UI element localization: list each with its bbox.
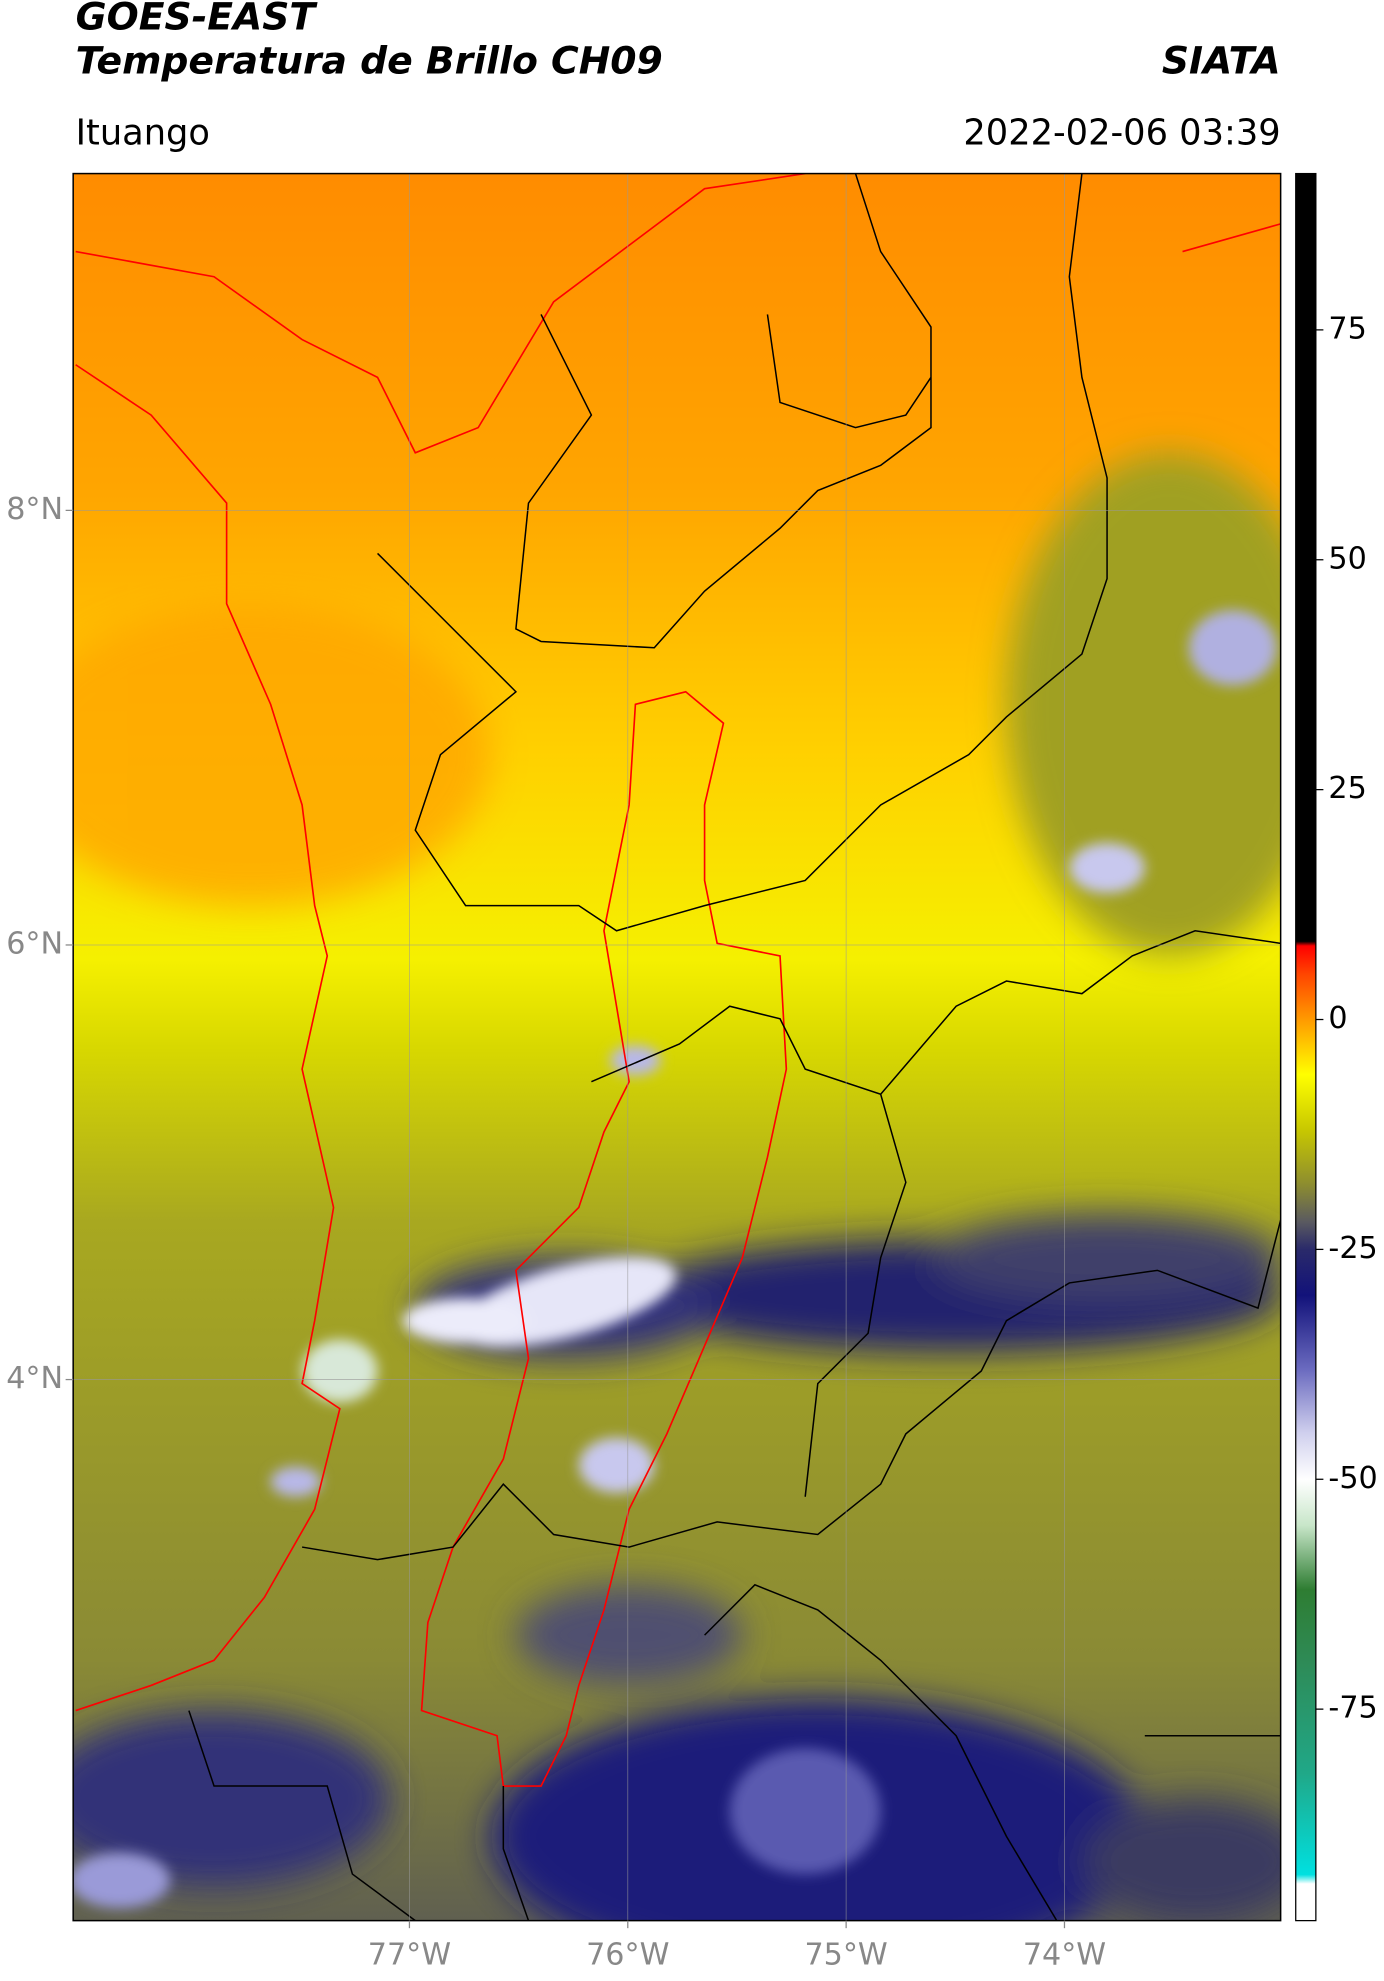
colorbar-tick-label: 75 <box>1328 311 1366 346</box>
timestamp: 2022-02-06 03:39 <box>963 113 1280 154</box>
colorbar-tick-label: 25 <box>1328 771 1366 806</box>
grid <box>73 173 1281 1921</box>
x-tick-label: 76°W <box>586 1937 669 1972</box>
chart-title: GOES-EAST <box>76 0 319 38</box>
region-label: Ituango <box>76 113 210 154</box>
colorbar-tick-label: -50 <box>1328 1461 1377 1496</box>
map-frame <box>72 172 1282 1922</box>
colorbar-tick-label: 0 <box>1328 1001 1347 1036</box>
source-label: SIATA <box>1162 38 1281 82</box>
x-tick-label: 77°W <box>368 1937 451 1972</box>
y-tick-label: 8°N <box>6 492 63 527</box>
colorbar-tick-label: -25 <box>1328 1231 1377 1266</box>
chart-subtitle: Temperatura de Brillo CH09 <box>76 38 663 82</box>
y-tick-label: 4°N <box>6 1361 63 1396</box>
colorbar-tick-label: -75 <box>1328 1691 1377 1726</box>
x-tick-label: 74°W <box>1023 1937 1106 1972</box>
colorbar-tick-label: 50 <box>1328 541 1366 576</box>
y-tick-label: 6°N <box>6 926 63 961</box>
colorbar <box>1295 172 1317 1922</box>
satellite-image <box>73 173 1281 1921</box>
x-tick-label: 75°W <box>804 1937 887 1972</box>
